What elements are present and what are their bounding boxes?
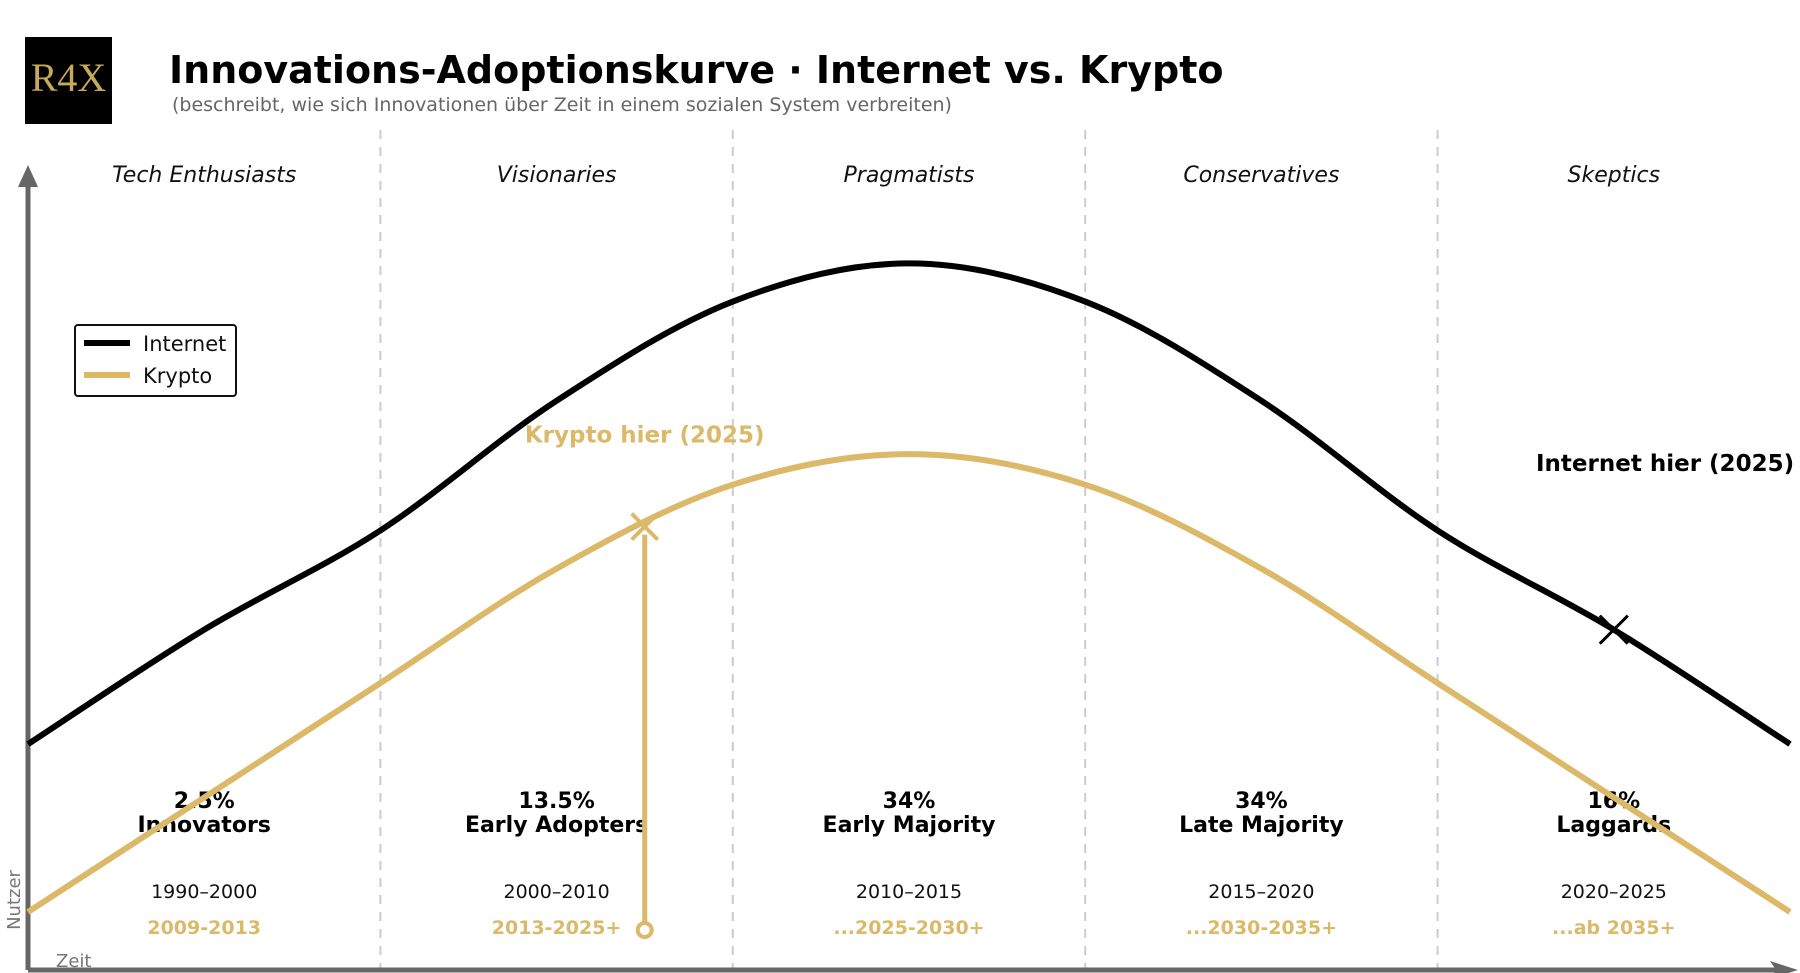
segment-internet-years: 2010–2015 [856,881,962,903]
segment-krypto-years: ...2025-2030+ [833,917,984,939]
logo: R4X [25,37,112,124]
legend-label: Internet [143,332,226,356]
segment-krypto-years: ...2030-2035+ [1186,917,1337,939]
krypto-annotation: Krypto hier (2025) [525,423,765,449]
segment-internet-years: 1990–2000 [151,881,257,903]
x-axis-label: Zeit [56,951,91,972]
segment-name: Late Majority [1179,813,1344,838]
segment-group-label: Tech Enthusiasts [112,163,296,188]
y-axis-arrow-icon [18,165,38,187]
segment-krypto-years: ...ab 2035+ [1552,917,1676,939]
segment-internet-years: 2015–2020 [1208,881,1314,903]
segment-group-label: Skeptics [1568,163,1661,188]
segment-krypto-years: 2013-2025+ [492,917,622,939]
segment-krypto-years: 2009-2013 [147,917,261,939]
page-title: Innovations-Adoptionskurve · Internet vs… [169,48,1224,92]
series-line-krypto [26,451,1792,915]
segment-internet-years: 2020–2025 [1561,881,1667,903]
page-subtitle: (beschreibt, wie sich Innovationen über … [172,94,952,116]
segment-percent: 13.5% [518,789,594,814]
internet-marker-x-icon [1598,614,1629,645]
logo-mark: R4X [31,55,107,100]
legend-label: Krypto [143,364,212,388]
y-axis-label: Nutzer [4,869,25,929]
segment-group-label: Pragmatists [844,163,975,188]
segment-group-label: Conservatives [1183,163,1339,188]
segment-name: Early Majority [823,813,996,838]
krypto-marker-base [635,921,654,939]
segment-group-label: Visionaries [497,163,617,188]
segment-name: Early Adopters [465,813,648,838]
internet-annotation: Internet hier (2025) [1536,451,1794,477]
logo-text: R4X [31,55,107,100]
krypto-marker-x-icon [630,512,660,542]
series-line-internet [26,260,1792,747]
segment-percent: 34% [883,789,936,814]
x-axis-arrow-icon [1770,961,1798,973]
segment-internet-years: 2000–2010 [503,881,609,903]
segment-percent: 34% [1235,789,1288,814]
